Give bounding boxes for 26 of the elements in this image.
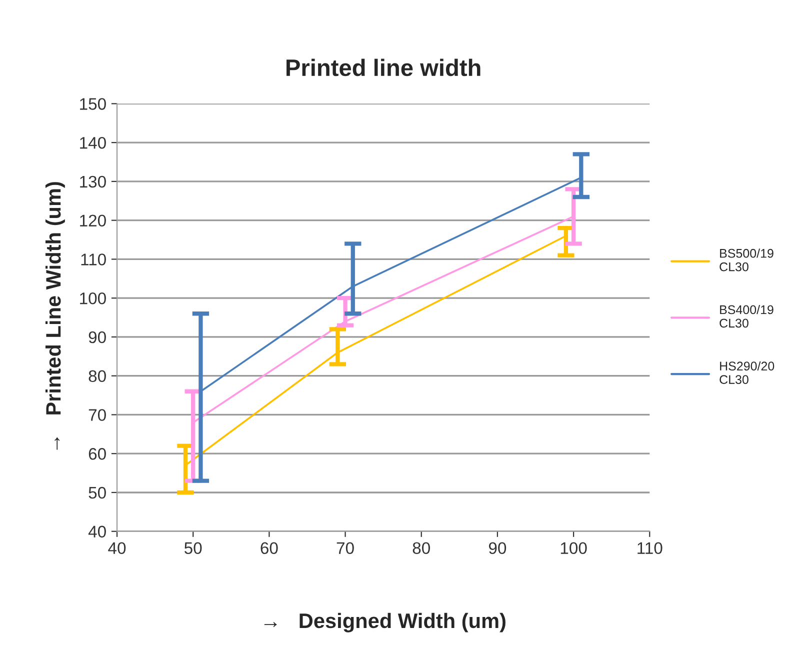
y-tick-label: 70 [88,409,106,421]
x-tick-label: 100 [560,542,587,554]
y-tick-label: 90 [88,331,106,344]
x-tick-label: 70 [336,542,354,554]
x-tick-label: 90 [488,542,506,554]
y-tick-label: 50 [88,486,106,499]
chart-title: Printed line width [286,58,480,76]
x-tick-label: 50 [184,542,202,554]
y-tick-label: 130 [80,176,106,188]
y-tick-label: 100 [80,292,106,304]
y-tick-label: 120 [80,214,106,227]
legend-label: BS400/19 CL30 [720,304,774,328]
x-tick-label: 60 [260,542,278,554]
x-tick-label: 40 [108,542,126,554]
y-axis-title: → Printed Line Width (um) [45,182,65,450]
y-tick-label: 150 [80,98,106,110]
legend-label: BS500/19 CL30 [720,248,774,272]
y-tick-label: 60 [88,448,106,460]
y-tick-label: 80 [88,370,106,382]
y-tick-label: 110 [81,254,106,266]
x-tick-label: 110 [638,542,662,554]
y-tick-label: 140 [80,136,106,149]
legend-label: HS290/20 CL30 [720,361,774,384]
y-tick-label: 40 [88,526,106,538]
x-axis-title: → Designed Width (um) [264,612,506,632]
x-tick-label: 80 [412,542,430,554]
